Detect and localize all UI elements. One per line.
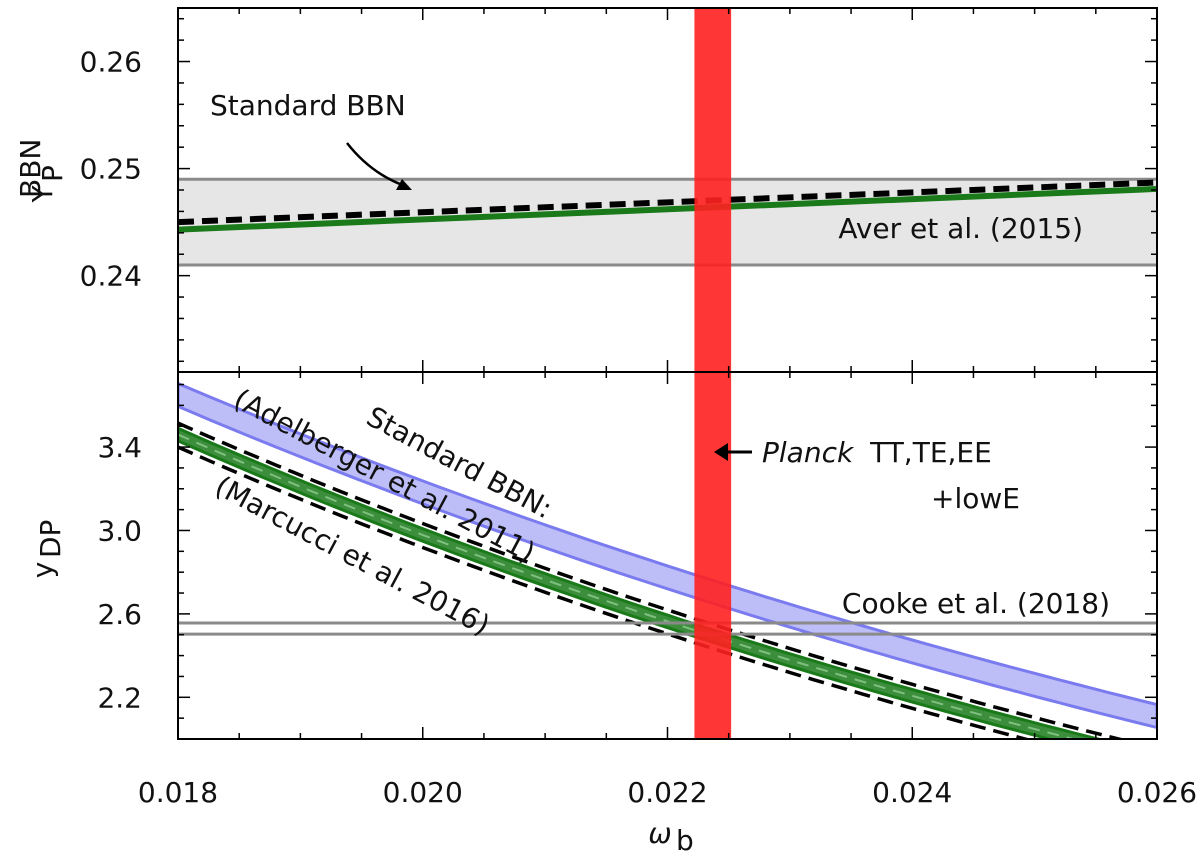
top-ylabel-sub: P xyxy=(36,165,69,182)
top-y-axis-label: Y P BBN xyxy=(14,139,69,204)
xlabel-sub: b xyxy=(676,824,694,857)
bottom-y-tick-label: 2.2 xyxy=(97,681,142,714)
bottom-y-tick-label: 3.0 xyxy=(97,514,142,547)
planck-band-top xyxy=(694,8,732,372)
adelberger-band xyxy=(178,381,1157,730)
standard-bbn-label-top: Standard BBN xyxy=(210,89,406,122)
x-axis-label: ω b xyxy=(648,817,694,857)
planck-label-rest: TT,TE,EE xyxy=(869,436,992,469)
marcucci-dashed-lower xyxy=(178,445,1032,739)
top-y-tick-label: 0.26 xyxy=(80,46,142,79)
top-panel: 0.24 0.25 0.26 Standard BBN Aver et al. (2… xyxy=(14,8,1157,372)
planck-label-italic: Planck xyxy=(762,436,855,469)
bottom-y-axis-label: y DP xyxy=(26,520,67,579)
bottom-y-tick-label: 3.4 xyxy=(97,431,142,464)
planck-band-bottom xyxy=(694,372,732,739)
planck-label-line2: +lowE xyxy=(931,482,1020,515)
top-y-tick-label: 0.24 xyxy=(80,260,142,293)
svg-text:Planck TT,TE,EE: Planck TT,TE,EE xyxy=(762,436,992,469)
planck-annotation: Planck TT,TE,EE +lowE xyxy=(714,436,1020,515)
x-tick-label: 0.020 xyxy=(383,776,463,809)
bottom-ylabel-sub: DP xyxy=(34,520,67,558)
bottom-ylabel-main: y xyxy=(26,562,59,579)
x-tick-label: 0.018 xyxy=(138,776,218,809)
marcucci-center-line xyxy=(178,433,1078,739)
planck-arrow-head-icon xyxy=(714,443,728,461)
cooke-label: Cooke et al. (2018) xyxy=(842,587,1110,620)
marcucci-dashed-upper xyxy=(178,421,1127,739)
top-ylabel-sup: BBN xyxy=(14,139,47,198)
xlabel-main: ω xyxy=(648,817,671,850)
aver-label: Aver et al. (2015) xyxy=(838,212,1083,245)
bottom-panel-frame xyxy=(177,371,1158,740)
x-tick-label: 0.024 xyxy=(872,776,952,809)
bottom-panel: 2.2 2.6 3.0 3.4 0.018 0.020 0.022 0.024 0.026 C… xyxy=(26,8,1197,857)
bottom-y-tick-label: 2.6 xyxy=(97,598,142,631)
x-tick-label: 0.022 xyxy=(627,776,707,809)
svg-text:Y: Y xyxy=(26,185,59,204)
marcucci-band xyxy=(178,426,1105,739)
top-dashed-bbn-line xyxy=(178,179,1157,226)
top-y-tick-label: 0.25 xyxy=(80,153,142,186)
arrow-head-icon xyxy=(396,179,412,190)
bottom-y-ticks: 2.2 2.6 3.0 3.4 xyxy=(97,383,1157,740)
x-tick-label: 0.026 xyxy=(1117,776,1197,809)
top-green-bbn-line xyxy=(178,185,1157,233)
top-ylabel-main: Y xyxy=(26,185,59,204)
